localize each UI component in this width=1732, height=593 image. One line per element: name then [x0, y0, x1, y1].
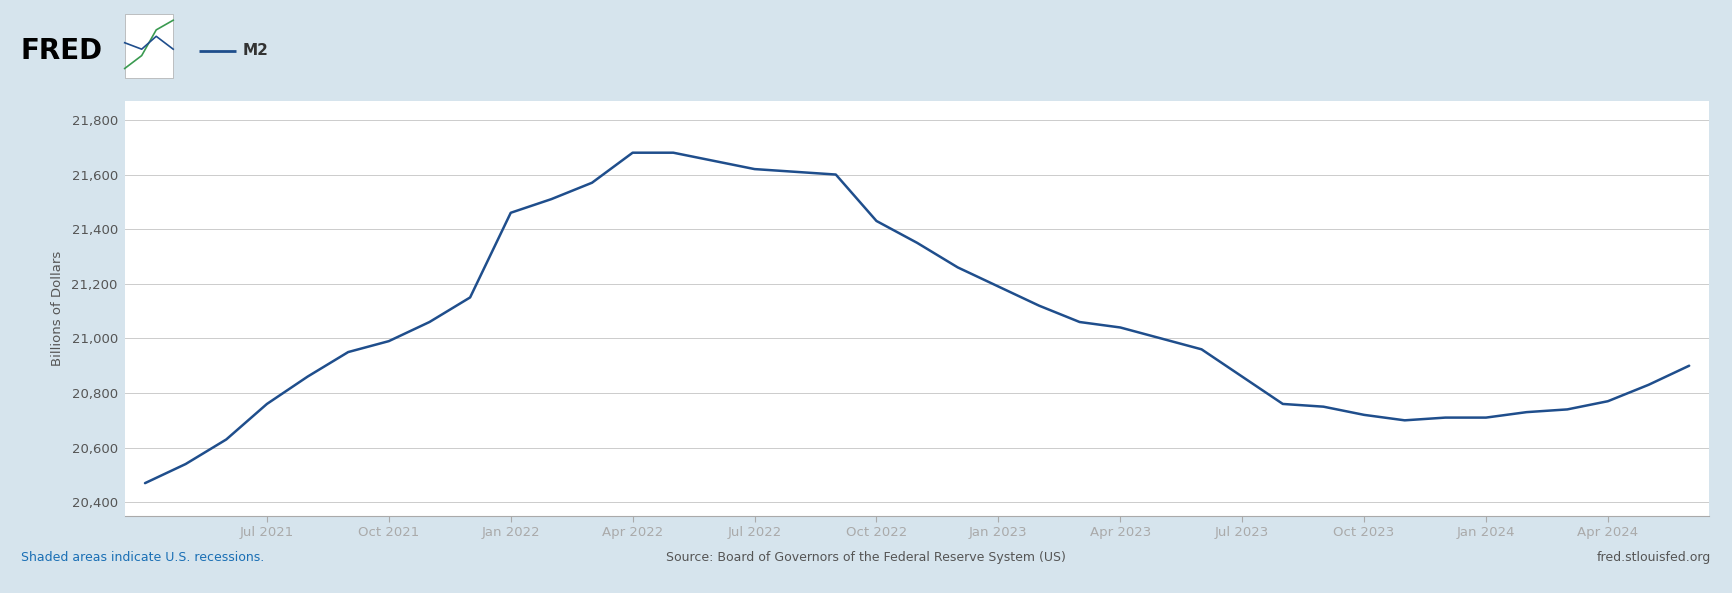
- Text: fred.stlouisfed.org: fred.stlouisfed.org: [1597, 551, 1711, 563]
- Text: Shaded areas indicate U.S. recessions.: Shaded areas indicate U.S. recessions.: [21, 551, 263, 563]
- Bar: [125, 14, 173, 78]
- Text: FRED: FRED: [21, 37, 102, 65]
- Y-axis label: Billions of Dollars: Billions of Dollars: [52, 251, 64, 366]
- Text: Source: Board of Governors of the Federal Reserve System (US): Source: Board of Governors of the Federa…: [667, 551, 1065, 563]
- Text: M2: M2: [242, 43, 268, 58]
